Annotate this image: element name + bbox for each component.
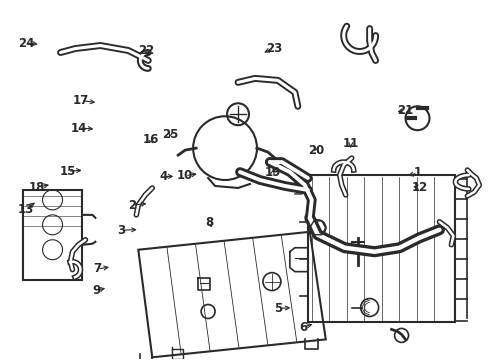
- Text: 25: 25: [162, 127, 178, 141]
- Text: 18: 18: [29, 181, 45, 194]
- Text: 9: 9: [92, 284, 100, 297]
- Text: 13: 13: [18, 203, 34, 216]
- Text: 10: 10: [177, 169, 193, 182]
- Text: 11: 11: [342, 137, 358, 150]
- Text: 21: 21: [396, 104, 413, 117]
- Text: 20: 20: [308, 144, 324, 157]
- Text: 4: 4: [160, 170, 168, 183]
- Text: 1: 1: [413, 166, 421, 179]
- Bar: [307, 175, 454, 323]
- Text: 5: 5: [274, 302, 282, 315]
- Text: 7: 7: [93, 262, 101, 275]
- Text: 15: 15: [60, 165, 76, 178]
- Text: 3: 3: [117, 224, 125, 237]
- Text: 6: 6: [298, 320, 306, 333]
- Text: 17: 17: [73, 94, 89, 107]
- Text: 12: 12: [411, 181, 427, 194]
- Text: 24: 24: [18, 36, 34, 50]
- Text: 16: 16: [142, 133, 159, 146]
- Text: 19: 19: [264, 166, 281, 179]
- Text: 22: 22: [138, 44, 154, 57]
- Text: 23: 23: [265, 41, 281, 54]
- Text: 2: 2: [128, 199, 136, 212]
- Bar: [22, 190, 82, 280]
- Text: 14: 14: [70, 122, 87, 135]
- Text: 8: 8: [205, 216, 213, 229]
